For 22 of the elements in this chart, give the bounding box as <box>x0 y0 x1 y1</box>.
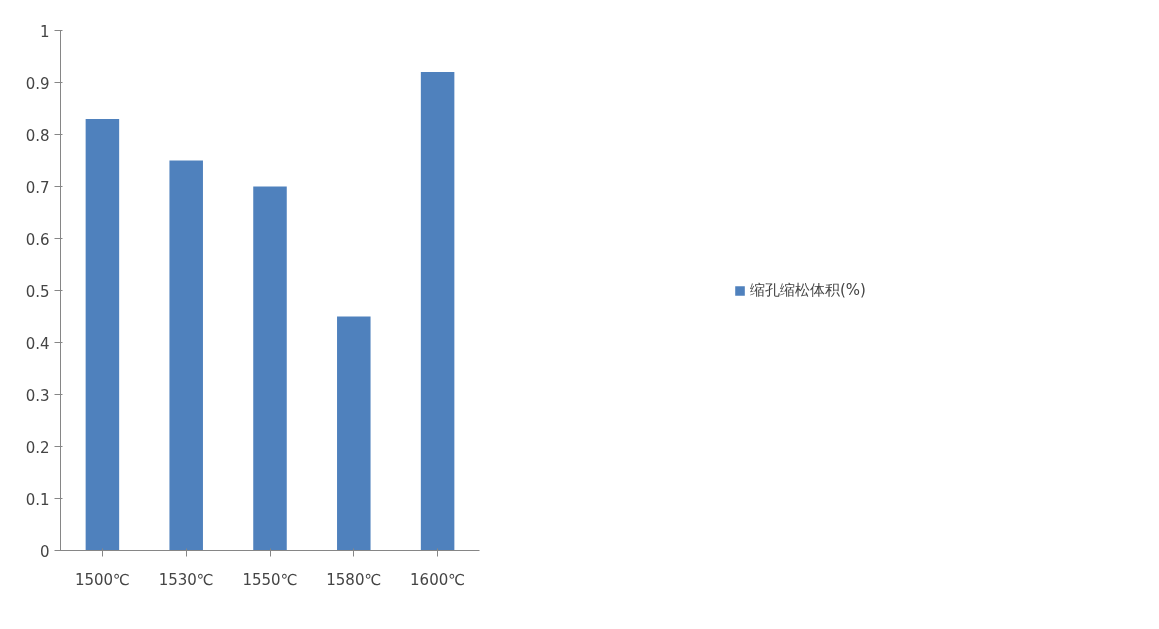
bar <box>337 316 371 551</box>
legend-label: 缩孔缩松体积(%) <box>750 280 866 300</box>
y-tick-label: 0.5 <box>25 282 50 301</box>
x-tick-label: 1580℃ <box>326 570 382 589</box>
y-tick-label: 1 <box>39 22 50 41</box>
bar <box>85 118 120 551</box>
y-tick-label: 0.8 <box>25 126 50 145</box>
y-tick-label: 0.6 <box>25 230 50 249</box>
bar <box>169 160 203 551</box>
y-tick-label: 0.7 <box>25 178 50 197</box>
x-tick-label: 1600℃ <box>410 570 466 589</box>
y-tick-label: 0.1 <box>25 490 50 509</box>
y-tick-label: 0.9 <box>25 74 50 93</box>
bar <box>253 186 287 551</box>
y-tick-label: 0.3 <box>25 386 50 405</box>
x-tick-label: 1530℃ <box>158 570 214 589</box>
y-tick-label: 0 <box>39 542 50 561</box>
y-tick-label: 0.4 <box>25 334 50 353</box>
y-tick-label: 0.2 <box>25 438 50 457</box>
x-tick-label: 1550℃ <box>242 570 298 589</box>
x-tick-label: 1500℃ <box>74 570 130 589</box>
bar <box>420 72 455 551</box>
